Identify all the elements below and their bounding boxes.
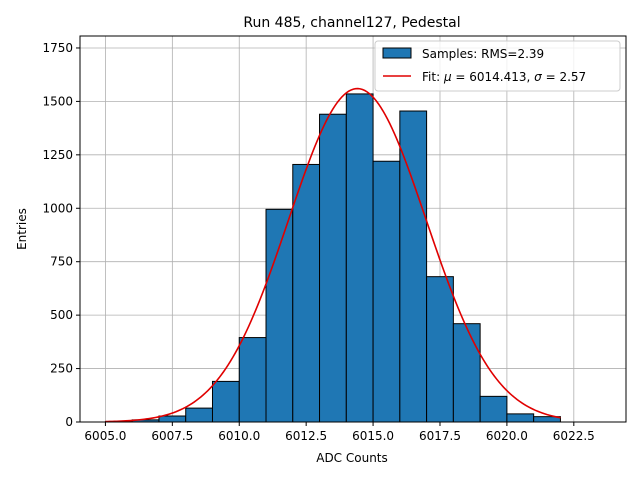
y-axis-ticks: 0 250 500 750 1000 1250 1500 1750 — [42, 41, 80, 429]
chart-title: Run 485, channel127, Pedestal — [243, 15, 460, 31]
y-axis-label: Entries — [15, 208, 29, 250]
histogram-bar-8 — [320, 114, 347, 422]
y-tick-label-3: 750 — [50, 255, 73, 269]
y-tick-label-2: 500 — [50, 308, 73, 322]
legend-fit-mu-symbol: μ — [443, 70, 452, 84]
x-tick-label-0: 6005.0 — [84, 429, 126, 443]
histogram-bar-14 — [480, 396, 507, 422]
x-tick-label-5: 6017.5 — [419, 429, 461, 443]
histogram-bar-15 — [507, 414, 534, 422]
y-tick-label-5: 1250 — [42, 148, 73, 162]
x-tick-label-6: 6020.0 — [486, 429, 528, 443]
x-tick-label-2: 6010.0 — [218, 429, 260, 443]
histogram-bar-3 — [186, 408, 213, 422]
legend-label-fit: Fit: μ = 6014.413, σ = 2.57 — [422, 70, 586, 84]
legend-fit-mu-text: = 6014.413, — [452, 70, 535, 84]
legend-swatch-samples — [383, 48, 411, 58]
histogram-bar-12 — [427, 277, 454, 422]
y-tick-label-0: 0 — [65, 415, 73, 429]
histogram-bar-13 — [453, 324, 480, 422]
x-axis-label: ADC Counts — [316, 451, 388, 465]
x-axis-ticks: 6005.0 6007.5 6010.0 6012.5 6015.0 6017.5 6020… — [84, 422, 594, 443]
y-tick-label-7: 1750 — [42, 41, 73, 55]
histogram-bar-7 — [293, 164, 320, 422]
x-tick-label-7: 6022.5 — [553, 429, 595, 443]
x-tick-label-3: 6012.5 — [285, 429, 327, 443]
histogram-bar-9 — [346, 94, 373, 422]
y-tick-label-4: 1000 — [42, 201, 73, 215]
legend-fit-prefix: Fit: — [422, 70, 444, 84]
legend-fit-sigma-text: = 2.57 — [542, 70, 586, 84]
legend: Samples: RMS=2.39 Fit: μ = 6014.413, σ =… — [375, 41, 620, 91]
x-tick-label-4: 6015.0 — [352, 429, 394, 443]
histogram-bar-10 — [373, 161, 400, 422]
x-tick-label-1: 6007.5 — [151, 429, 193, 443]
histogram-bar-6 — [266, 209, 293, 422]
y-tick-label-1: 250 — [50, 362, 73, 376]
y-tick-label-6: 1500 — [42, 94, 73, 108]
histogram-bar-5 — [239, 338, 266, 422]
histogram-bar-4 — [212, 381, 239, 422]
histogram-bar-2 — [159, 416, 186, 422]
legend-label-samples: Samples: RMS=2.39 — [422, 47, 544, 61]
